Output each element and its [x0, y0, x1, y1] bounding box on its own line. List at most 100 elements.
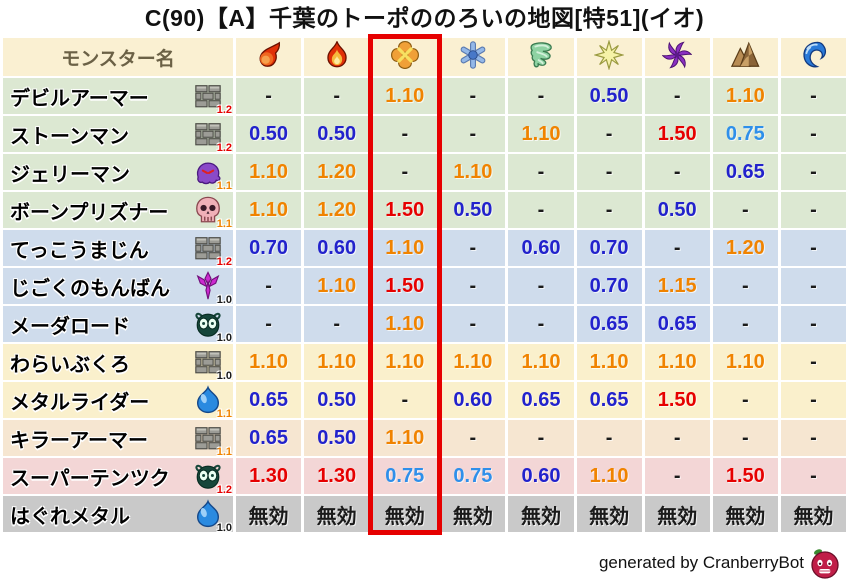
- trident-icon: 1.0: [193, 271, 232, 306]
- resistance-value-cell: -: [644, 230, 710, 266]
- monster-multiplier: 1.1: [216, 180, 232, 192]
- resistance-value-cell: 1.10: [576, 344, 642, 380]
- resistance-value-cell: -: [440, 116, 506, 152]
- resistance-value-cell: 1.10: [236, 192, 302, 228]
- slime-icon: 1.0: [193, 499, 232, 534]
- resistance-value-cell: 1.50: [644, 382, 710, 418]
- resistance-chart-image: C(90)【A】千葉のトーポののろいの地図[特51](イオ) モンスター名 デビ…: [0, 5, 849, 579]
- monster-name-cell: メタルライダー 1.1: [3, 382, 233, 420]
- resistance-value-cell: -: [780, 78, 846, 114]
- element-column-header: [508, 38, 574, 76]
- resistance-value-cell: 無効: [440, 496, 506, 532]
- monster-name-cell: はぐれメタル 1.0: [3, 496, 233, 534]
- monster-multiplier: 1.2: [216, 256, 232, 268]
- monster-name-cell: ストーンマン 1.2: [3, 116, 233, 154]
- resistance-value-cell: -: [304, 306, 370, 342]
- resistance-value-cell: -: [508, 78, 574, 114]
- resistance-value-cell: 1.50: [712, 458, 778, 494]
- resistance-value-cell: -: [508, 420, 574, 456]
- resistance-value-cell: -: [508, 306, 574, 342]
- element-column-header: [780, 38, 846, 76]
- resistance-value-cell: 0.70: [236, 230, 302, 266]
- resistance-value-cell: -: [780, 458, 846, 494]
- table-row: デビルアーマー 1.2- -1.10- -0.50-1.10-: [3, 78, 846, 116]
- monster-multiplier: 1.1: [216, 218, 232, 230]
- brick-icon: 1.2: [193, 119, 232, 154]
- monster-name-cell: ボーンプリズナー 1.1: [3, 192, 233, 230]
- flame-icon: [322, 40, 352, 70]
- resistance-value-cell: 0.50: [236, 116, 302, 152]
- resistance-value-cell: 1.20: [304, 192, 370, 228]
- monster-name: キラーアーマー: [10, 429, 148, 452]
- monster-name: デビルアーマー: [10, 87, 149, 110]
- resistance-value-cell: -: [372, 154, 438, 190]
- table-row: てっこうまじん 1.2 0.70 0.60 1.10-0.60 0.70-1.20-: [3, 230, 846, 268]
- monster-name-cell: ジェリーマン 1.1: [3, 154, 233, 192]
- purple-blob-icon: 1.1: [193, 157, 232, 192]
- resistance-value-cell: -: [780, 344, 846, 380]
- resistance-value-cell: -: [576, 116, 642, 152]
- resistance-value-cell: -: [712, 420, 778, 456]
- dark-icon: [662, 40, 693, 70]
- resistance-value-cell: 0.60: [304, 230, 370, 266]
- resistance-value-cell: -: [780, 382, 846, 418]
- monster-name: てっこうまじん: [10, 239, 149, 262]
- resistance-value-cell: 1.10: [372, 78, 438, 114]
- resistance-value-cell: -: [372, 382, 438, 418]
- resistance-value-cell: 1.10: [372, 420, 438, 456]
- wind-icon: [526, 40, 556, 70]
- resistance-value-cell: 0.60: [440, 382, 506, 418]
- resistance-value-cell: 1.20: [712, 230, 778, 266]
- monster-name: メーダロード: [10, 315, 130, 338]
- resistance-value-cell: -: [372, 116, 438, 152]
- resistance-value-cell: 0.75: [372, 458, 438, 494]
- resistance-value-cell: 0.65: [712, 154, 778, 190]
- resistance-value-cell: 0.60: [508, 230, 574, 266]
- monster-name-cell: キラーアーマー 1.1: [3, 420, 233, 458]
- resistance-value-cell: 0.50: [440, 192, 506, 228]
- resistance-value-cell: -: [644, 154, 710, 190]
- element-column-header: [236, 38, 302, 76]
- earth-icon: [730, 40, 760, 70]
- resistance-value-cell: -: [712, 192, 778, 228]
- ice-icon: [458, 40, 488, 70]
- monster-name-cell: じごくのもんばん 1.0: [3, 268, 233, 306]
- resistance-value-cell: 無効: [508, 496, 574, 532]
- monster-multiplier: 1.2: [216, 142, 232, 154]
- resistance-value-cell: 1.10: [236, 344, 302, 380]
- credit-text: generated by CranberryBot: [598, 553, 804, 572]
- resistance-value-cell: 1.10: [712, 344, 778, 380]
- resistance-value-cell: 0.75: [440, 458, 506, 494]
- resistance-value-cell: 1.50: [372, 192, 438, 228]
- resistance-value-cell: -: [440, 268, 506, 304]
- resistance-value-cell: 0.75: [712, 116, 778, 152]
- element-column-header: [440, 38, 506, 76]
- resistance-value-cell: 1.30: [304, 458, 370, 494]
- resistance-value-cell: 無効: [780, 496, 846, 532]
- water-icon: [798, 40, 828, 70]
- bug-icon: 1.0: [193, 309, 232, 344]
- resistance-value-cell: -: [508, 154, 574, 190]
- monster-name: メタルライダー: [10, 391, 150, 414]
- resistance-value-cell: 0.65: [644, 306, 710, 342]
- resistance-value-cell: -: [304, 78, 370, 114]
- resistance-value-cell: -: [780, 268, 846, 304]
- resistance-value-cell: 0.50: [304, 116, 370, 152]
- resistance-value-cell: 0.70: [576, 230, 642, 266]
- resistance-value-cell: -: [780, 154, 846, 190]
- resistance-value-cell: -: [712, 306, 778, 342]
- element-column-header: [712, 38, 778, 76]
- resistance-value-cell: 無効: [236, 496, 302, 532]
- resistance-value-cell: 0.50: [304, 420, 370, 456]
- monster-name-cell: てっこうまじん 1.2: [3, 230, 233, 268]
- monster-name: わらいぶくろ: [10, 353, 130, 376]
- resistance-value-cell: 1.10: [508, 344, 574, 380]
- element-column-header: [576, 38, 642, 76]
- slime-icon: 1.1: [193, 385, 232, 420]
- resistance-value-cell: 無効: [304, 496, 370, 532]
- footer: generated by CranberryBot: [599, 547, 841, 579]
- resistance-value-cell: 無効: [644, 496, 710, 532]
- resistance-table: モンスター名 デビルアーマー 1.2- -1.10- -0.50-1.10- ストーンマ…: [0, 36, 849, 534]
- monster-multiplier: 1.1: [216, 408, 232, 420]
- monster-multiplier: 1.0: [216, 332, 232, 344]
